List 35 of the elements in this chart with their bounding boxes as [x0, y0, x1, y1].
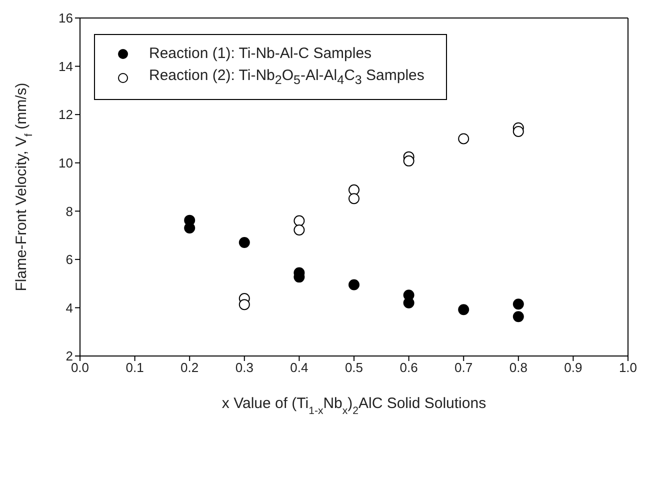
point — [458, 304, 470, 316]
x-tick-label: 0.6 — [400, 360, 418, 376]
point — [512, 126, 524, 137]
x-tick-label: 0.3 — [235, 360, 254, 376]
x-tick-label: 0.7 — [454, 360, 473, 376]
y-tick-label: 8 — [66, 204, 73, 219]
x-tick-label: 0.1 — [126, 360, 144, 376]
x-tick-label: 0.2 — [180, 360, 199, 376]
point — [348, 193, 360, 204]
y-tick-label: 16 — [58, 10, 73, 26]
point — [512, 298, 524, 310]
point — [184, 222, 196, 234]
x-tick-label: 1.0 — [618, 360, 638, 376]
point — [238, 299, 250, 310]
x-tick-label: 0.4 — [290, 360, 308, 376]
y-tick-label: 10 — [58, 155, 73, 170]
x-axis-title: x Value of (Ti$_{1-x}$Nb$_{x}$)$_{2}$AlC Solid Solutions — [222, 395, 486, 417]
x-tick-label: 0.8 — [509, 360, 528, 376]
y-tick-label: 12 — [58, 107, 73, 122]
point — [238, 237, 250, 248]
legend-label: Reaction (1): Ti-Nb-Al-C Samples — [149, 44, 372, 64]
y-tick-label: 6 — [66, 252, 73, 268]
y-tick-label: 2 — [66, 348, 73, 364]
point — [348, 279, 360, 290]
point — [458, 133, 470, 144]
point — [403, 155, 414, 166]
x-tick-label: 0.9 — [564, 360, 582, 376]
x-tick-label: 0.0 — [70, 360, 90, 376]
y-tick-label: 4 — [66, 300, 73, 316]
point — [294, 215, 305, 226]
x-tick-label: 0.5 — [344, 360, 364, 376]
legend-box: Reaction (1): Ti-Nb-Al-C Samples Reaction (2): Ti-Nb$_{2}$O$_{5}$-Al-Al$_{4}$C$_{3}$ Samples — [94, 34, 448, 100]
point — [512, 311, 524, 322]
y-tick-label: 14 — [58, 58, 73, 74]
point — [294, 224, 305, 236]
